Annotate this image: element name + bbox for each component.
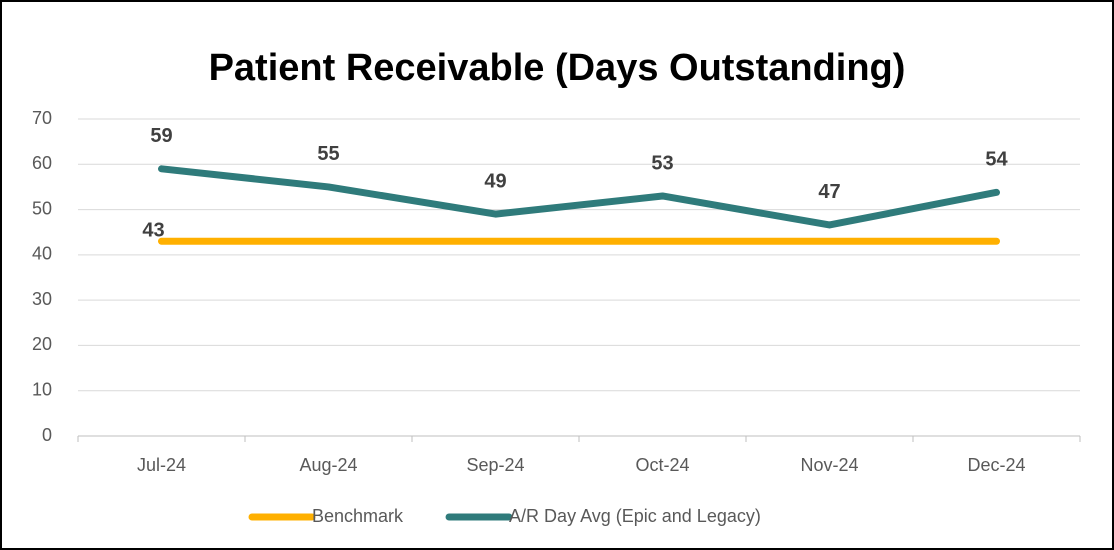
y-tick-label: 60 [32, 153, 52, 173]
data-label: 49 [484, 170, 506, 192]
data-label: 55 [317, 143, 339, 165]
data-label: 53 [651, 152, 673, 174]
x-tick-label: Aug-24 [299, 455, 357, 475]
y-tick-label: 0 [42, 425, 52, 445]
y-tick-label: 20 [32, 334, 52, 354]
y-tick-label: 70 [32, 108, 52, 128]
legend-label: Benchmark [312, 506, 404, 526]
x-tick-label: Jul-24 [137, 455, 186, 475]
data-label: 47 [818, 181, 840, 203]
y-tick-label: 10 [32, 379, 52, 399]
data-label: 43 [142, 220, 164, 242]
legend-label: A/R Day Avg (Epic and Legacy) [509, 506, 761, 526]
y-tick-label: 40 [32, 244, 52, 264]
x-tick-label: Nov-24 [800, 455, 858, 475]
data-label: 54 [985, 149, 1008, 171]
series-line [158, 165, 1000, 229]
y-tick-label: 30 [32, 289, 52, 309]
x-tick-label: Oct-24 [635, 455, 689, 475]
data-label: 59 [150, 125, 172, 147]
y-tick-label: 50 [32, 198, 52, 218]
chart-title: Patient Receivable (Days Outstanding) [209, 47, 906, 89]
x-tick-label: Sep-24 [466, 455, 524, 475]
x-tick-label: Dec-24 [967, 455, 1025, 475]
